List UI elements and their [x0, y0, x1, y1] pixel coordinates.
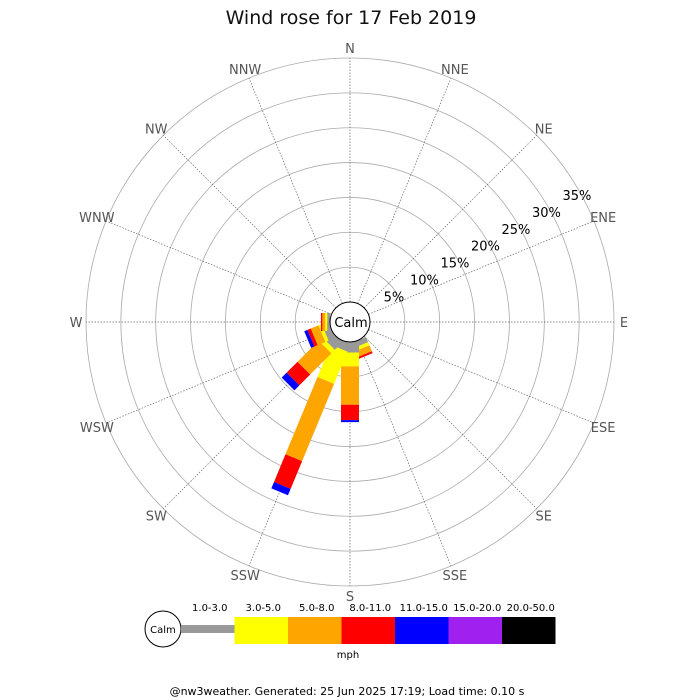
wind-bar-segment-s: [341, 366, 359, 405]
calm-circle: Calm: [329, 301, 371, 343]
direction-label: NW: [145, 122, 168, 137]
direction-label: SSW: [230, 569, 260, 584]
wind-bar-segment-w: [322, 313, 326, 331]
direction-label: ENE: [590, 211, 616, 226]
direction-label: WSW: [80, 421, 114, 436]
direction-label: SW: [146, 510, 167, 525]
direction-label: WNW: [79, 211, 115, 226]
direction-label: SE: [536, 510, 552, 525]
wind-bar-segment-ssw: [271, 481, 291, 496]
radial-tick-label: 20%: [471, 240, 500, 255]
radial-tick-label: 5%: [384, 290, 405, 305]
wind-bar-segment-ssw: [317, 344, 348, 384]
wind-bar-segment-sw: [297, 340, 332, 375]
wind-bars: [271, 313, 373, 496]
wind-bar-segment-wsw: [310, 325, 326, 346]
calm-label: Calm: [334, 316, 367, 331]
grid-circle: [225, 197, 475, 447]
radial-tick-label: 30%: [532, 206, 561, 221]
wind-bar-segment-ssw: [274, 454, 303, 489]
grid-spoke: [163, 135, 337, 309]
wind-bar-segment-sse: [355, 351, 373, 361]
legend-swatch: [341, 617, 395, 644]
radial-tick-labels: 5% 10%15%20%25%30%35%: [384, 189, 592, 305]
wind-bar-segment-wsw: [307, 328, 318, 347]
wind-bar-segment-w: [325, 313, 328, 331]
radial-tick-label: 25%: [501, 223, 530, 238]
grid-spoke: [357, 340, 452, 567]
legend-swatch: [395, 617, 449, 644]
wind-bar-segment-wsw: [304, 329, 315, 348]
direction-label: N: [345, 42, 355, 57]
direction-label: S: [346, 590, 354, 605]
wind-bar-segment-w: [320, 313, 323, 331]
legend-swatch: [234, 617, 288, 644]
legend-label: 5.0-8.0: [299, 603, 334, 614]
radial-tick-label: 35%: [562, 189, 591, 204]
grid-spoke: [248, 77, 343, 304]
direction-label: NNW: [229, 63, 261, 78]
legend-label: 15.0-20.0: [453, 603, 501, 614]
legend-label: 20.0-50.0: [507, 603, 555, 614]
wind-bar-segment-sw: [281, 372, 300, 391]
direction-label: SSE: [442, 569, 467, 584]
legend-label: 1.0-3.0: [192, 603, 227, 614]
direction-label: NE: [535, 122, 553, 137]
legend-swatch: [181, 625, 235, 633]
grid-circle: [120, 92, 580, 552]
legend-swatch: [502, 617, 556, 644]
legend-calm-label: Calm: [150, 625, 176, 636]
wind-bar-segment-ssw: [285, 376, 335, 462]
direction-labels: N NNE NE ENE E ESE SE SSE S SSW SW WSW W WNW NW NNW: [70, 42, 629, 605]
legend-swatch: [288, 617, 342, 644]
legend-label: 11.0-15.0: [400, 603, 448, 614]
legend-label: 8.0-11.0: [349, 603, 391, 614]
grid-spoke: [368, 329, 595, 424]
direction-label: W: [70, 316, 83, 331]
direction-label: E: [620, 316, 628, 331]
grid-spoke: [363, 135, 537, 309]
wind-bar-segment-sw: [286, 361, 311, 386]
wind-bar-segment-w: [327, 313, 330, 331]
speed-legend: Calm mph 1.0-3.0 3.0-5.0 5.0-8.0 8.0-11.0 11…: [144, 603, 556, 661]
grid-spoke: [105, 220, 332, 315]
wind-bar-segment-s: [341, 420, 359, 423]
grid-spoke: [357, 77, 452, 304]
radial-tick-label: 10%: [410, 274, 439, 289]
wind-bar-segment-s: [341, 404, 359, 421]
polar-grid: [85, 57, 615, 587]
legend-units: mph: [337, 650, 359, 661]
direction-label: ESE: [591, 421, 616, 436]
grid-spoke: [363, 335, 537, 509]
legend-label: 3.0-5.0: [246, 603, 281, 614]
legend-swatch: [448, 617, 502, 644]
chart-title: Wind rose for 17 Feb 2019: [226, 7, 477, 29]
footer-text: @nw3weather. Generated: 25 Jun 2025 17:1…: [170, 685, 525, 698]
direction-label: NNE: [441, 63, 469, 78]
radial-tick-label: 15%: [440, 257, 469, 272]
